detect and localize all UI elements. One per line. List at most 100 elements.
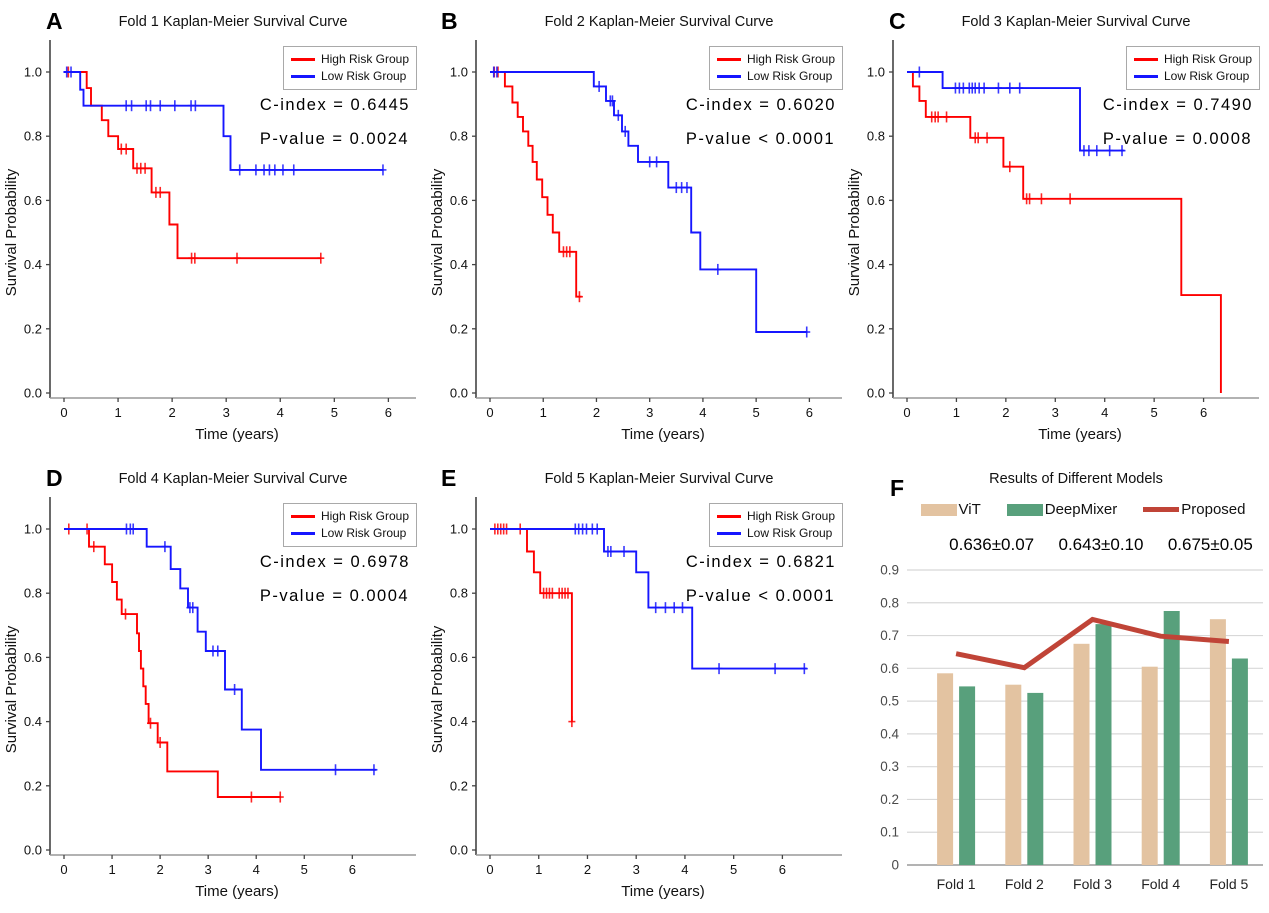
low-risk-label: Low Risk Group <box>320 526 407 540</box>
low-risk-label: Low Risk Group <box>1163 69 1250 83</box>
p-value-text: P-value = 0.0008 <box>1102 130 1253 148</box>
y-tick-label: 0.9 <box>880 563 899 578</box>
x-category-label: Fold 3 <box>1073 876 1112 892</box>
panel-fold5-title: Fold 5 Kaplan-Meier Survival Curve <box>544 471 774 487</box>
y-tick-label: 0.6 <box>24 193 42 208</box>
high-risk-curve <box>490 528 573 722</box>
c-index-text: C-index = 0.6821 <box>685 553 836 571</box>
c-index-text: C-index = 0.6978 <box>259 553 410 571</box>
high-risk-curve <box>907 71 1222 393</box>
deepmixer-swatch <box>1006 503 1043 516</box>
y-tick-label: 0.2 <box>24 321 42 336</box>
x-tick-label: 4 <box>681 862 688 877</box>
x-tick-label: 5 <box>301 862 308 877</box>
panel-fold3-legend: High Risk Group Low Risk Group <box>1125 46 1260 90</box>
bar-deepmixer-fold2 <box>1027 692 1044 865</box>
y-tick-label: 0.3 <box>880 759 899 774</box>
x-tick-label: 1 <box>114 405 121 420</box>
bar-deepmixer-fold4 <box>1163 611 1180 865</box>
panel-results-legend: ViT DeepMixer Proposed <box>899 501 1267 518</box>
low-risk-label: Low Risk Group <box>746 69 833 83</box>
x-tick-label: 6 <box>349 862 356 877</box>
high-risk-label: High Risk Group <box>746 509 835 523</box>
panel-fold4-title: Fold 4 Kaplan-Meier Survival Curve <box>118 471 348 487</box>
y-tick-label: 0 <box>891 858 899 873</box>
panel-fold2-letter: B <box>441 8 458 34</box>
panel-fold4-stats: C-index = 0.6978 P-value = 0.0004 <box>260 553 410 621</box>
x-tick-label: 1 <box>953 405 960 420</box>
y-axis-title: Survival Probability <box>3 625 20 753</box>
x-tick-label: 2 <box>1002 405 1009 420</box>
panel-fold5-letter: E <box>441 465 457 491</box>
legend-row-high-risk: High Risk Group <box>716 508 835 525</box>
x-axis-title: Time (years) <box>1038 426 1122 443</box>
panel-fold4-letter: D <box>46 465 63 491</box>
panel-fold3-stats: C-index = 0.7490 P-value = 0.0008 <box>1103 96 1253 164</box>
legend-entry-proposed: Proposed <box>1143 501 1245 518</box>
legend-row-low-risk: Low Risk Group <box>716 68 835 85</box>
panel-fold2-km-chart: 0.0 0.2 0.4 0.6 0.8 1.0 0 1 2 3 4 5 6 Time (years) Sur… <box>429 40 842 443</box>
x-category-label: Fold 4 <box>1141 876 1180 892</box>
panel-fold1-stats: C-index = 0.6445 P-value = 0.0024 <box>260 96 410 164</box>
y-tick-label: 0.8 <box>450 129 468 144</box>
y-tick-label: 1.0 <box>24 522 42 537</box>
x-tick-label: 6 <box>1200 405 1207 420</box>
proposed-mean-score: 0.675±0.05 <box>1167 535 1253 554</box>
panel-fold3: C Fold 3 Kaplan-Meier Survival Curve 0.0… <box>845 0 1269 456</box>
x-tick-label: 3 <box>633 862 640 877</box>
low-risk-label: Low Risk Group <box>320 69 407 83</box>
y-tick-label: 0.2 <box>867 321 885 336</box>
x-tick-label: 3 <box>646 405 653 420</box>
panel-results-title: Results of Different Models <box>989 471 1163 487</box>
panel-results-letter: F <box>890 475 905 501</box>
y-tick-label: 0.0 <box>867 386 885 401</box>
panel-fold1-km-chart: 0.0 0.2 0.4 0.6 0.8 1.0 0 1 2 3 4 5 6 Time (years) Sur… <box>3 40 416 443</box>
y-tick-label: 0.1 <box>880 825 899 840</box>
x-tick-label: 0 <box>60 405 67 420</box>
y-tick-label: 0.4 <box>24 257 42 272</box>
panel-fold5-legend: High Risk Group Low Risk Group <box>708 503 843 547</box>
x-axis-title: Time (years) <box>621 426 705 443</box>
panel-fold4: D Fold 4 Kaplan-Meier Survival Curve 0.0… <box>2 457 426 913</box>
high-risk-curve <box>64 71 321 260</box>
panel-fold1: A Fold 1 Kaplan-Meier Survival Curve 0.0… <box>2 0 426 456</box>
deepmixer-label: DeepMixer <box>1044 501 1118 518</box>
legend-row-low-risk: Low Risk Group <box>290 68 409 85</box>
bar-deepmixer-fold1 <box>959 686 976 865</box>
y-tick-label: 0.4 <box>450 714 468 729</box>
y-tick-label: 0.5 <box>880 694 899 709</box>
bar-deepmixer-fold5 <box>1231 658 1248 865</box>
x-tick-label: 2 <box>584 862 591 877</box>
panel-fold3-km-chart: 0.0 0.2 0.4 0.6 0.8 1.0 0 1 2 3 4 5 6 Time (years) Sur… <box>846 40 1259 443</box>
y-tick-label: 0.0 <box>450 386 468 401</box>
x-tick-label: 0 <box>903 405 910 420</box>
legend-row-low-risk: Low Risk Group <box>716 525 835 542</box>
legend-row-low-risk: Low Risk Group <box>290 525 409 542</box>
bar-vit-fold4 <box>1141 666 1158 865</box>
vit-swatch <box>920 503 957 516</box>
y-tick-label: 0.8 <box>24 586 42 601</box>
y-tick-label: 0.0 <box>24 386 42 401</box>
p-value-text: P-value < 0.0001 <box>685 587 836 605</box>
high-risk-label: High Risk Group <box>746 52 835 66</box>
x-tick-label: 3 <box>223 405 230 420</box>
legend-row-high-risk: High Risk Group <box>1133 51 1252 68</box>
x-tick-label: 3 <box>205 862 212 877</box>
low-risk-line-swatch <box>716 75 741 78</box>
y-tick-label: 0.2 <box>24 778 42 793</box>
panel-fold4-legend: High Risk Group Low Risk Group <box>282 503 417 547</box>
panel-fold2-title: Fold 2 Kaplan-Meier Survival Curve <box>544 14 774 30</box>
bar-vit-fold5 <box>1209 619 1226 865</box>
panel-fold1-title: Fold 1 Kaplan-Meier Survival Curve <box>118 14 348 30</box>
y-tick-label: 1.0 <box>24 65 42 80</box>
y-tick-label: 0.2 <box>450 778 468 793</box>
x-tick-label: 0 <box>486 405 493 420</box>
high-risk-line-swatch <box>716 515 741 518</box>
x-category-label: Fold 1 <box>937 876 976 892</box>
x-tick-label: 0 <box>60 862 67 877</box>
low-risk-line-swatch <box>716 532 741 535</box>
x-tick-label: 6 <box>385 405 392 420</box>
panel-fold3-title: Fold 3 Kaplan-Meier Survival Curve <box>961 14 1191 30</box>
x-tick-label: 2 <box>169 405 176 420</box>
